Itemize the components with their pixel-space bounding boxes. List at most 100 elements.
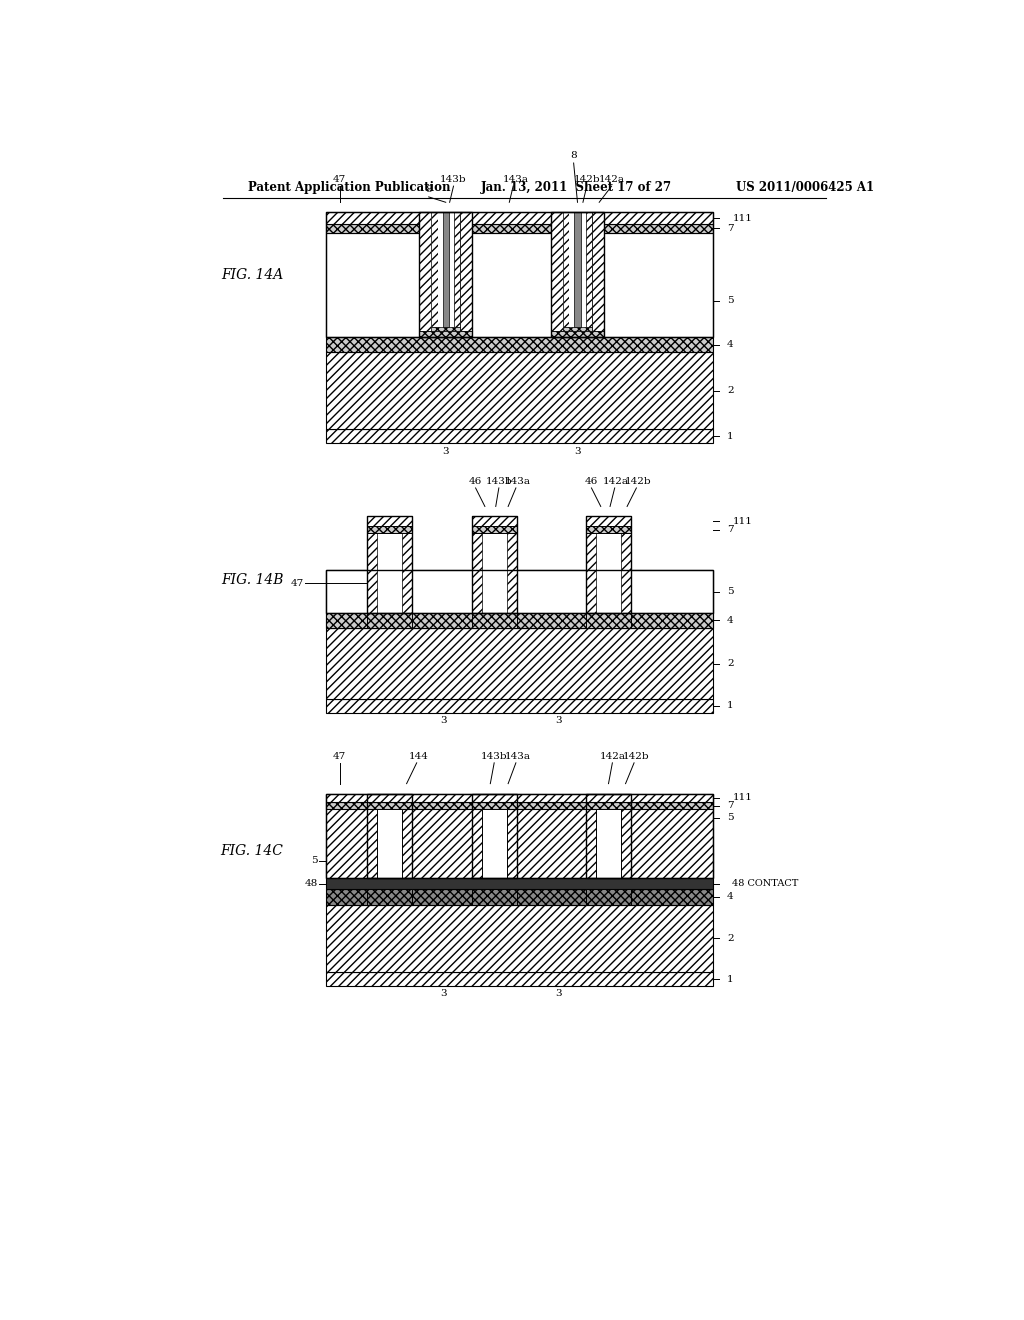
Bar [586, 890, 631, 904]
Bar [592, 213, 604, 331]
Text: 2: 2 [727, 387, 734, 396]
Bar [563, 213, 569, 327]
Text: 5: 5 [311, 857, 317, 866]
Text: 143a: 143a [505, 478, 530, 486]
Bar [367, 516, 412, 612]
Text: 143b: 143b [440, 176, 467, 185]
Bar [326, 213, 713, 224]
Bar [367, 793, 412, 878]
Text: 3: 3 [574, 446, 581, 455]
Bar [326, 570, 713, 612]
Text: 5: 5 [727, 813, 734, 822]
Text: 3: 3 [440, 990, 447, 998]
Text: 143a: 143a [503, 176, 528, 185]
Bar [586, 793, 631, 878]
Text: 3: 3 [555, 715, 561, 725]
Bar [326, 570, 713, 612]
Bar [367, 533, 412, 612]
Bar [569, 213, 574, 327]
Bar [454, 213, 461, 327]
Bar [586, 612, 631, 628]
Text: 8: 8 [425, 185, 432, 194]
Text: 143b: 143b [481, 752, 508, 762]
Text: FIG. 14C: FIG. 14C [220, 845, 284, 858]
Text: 1: 1 [727, 701, 734, 710]
Text: 7: 7 [727, 525, 734, 535]
Text: 142a: 142a [599, 176, 625, 185]
Text: 142a: 142a [599, 752, 626, 762]
Bar [596, 533, 621, 612]
Bar [472, 612, 517, 628]
Text: 5: 5 [727, 296, 734, 305]
Bar [472, 890, 517, 904]
Bar [367, 612, 412, 628]
Bar [326, 352, 713, 429]
Text: 143b: 143b [485, 478, 512, 486]
Text: 4: 4 [727, 341, 734, 350]
Bar [461, 213, 472, 331]
Text: Patent Application Publication: Patent Application Publication [248, 181, 451, 194]
Bar [472, 533, 517, 612]
Bar [472, 525, 517, 533]
Bar [377, 809, 402, 878]
Bar [326, 429, 713, 444]
Bar [574, 213, 581, 327]
Bar [326, 213, 713, 337]
Text: 111: 111 [732, 793, 753, 803]
Text: 48: 48 [304, 879, 317, 888]
Bar [326, 700, 713, 713]
Bar [326, 890, 713, 904]
Text: 143a: 143a [505, 752, 530, 762]
Bar [326, 793, 713, 803]
Text: 7: 7 [727, 224, 734, 232]
Bar [586, 516, 631, 612]
Bar [420, 331, 472, 337]
Bar [586, 213, 592, 327]
Text: 111: 111 [732, 214, 753, 223]
Bar [420, 213, 472, 337]
Text: 142b: 142b [573, 176, 600, 185]
Text: 47: 47 [333, 176, 346, 185]
Bar [326, 337, 713, 352]
Bar [326, 224, 713, 234]
Text: 4: 4 [727, 616, 734, 624]
Text: 46: 46 [469, 478, 482, 486]
Text: 3: 3 [442, 446, 450, 455]
Bar [563, 327, 592, 331]
Bar [326, 803, 713, 809]
Bar [551, 213, 604, 337]
Text: 3: 3 [555, 990, 561, 998]
Bar [326, 570, 713, 628]
Bar [551, 331, 604, 337]
Bar [326, 234, 713, 337]
Text: Jan. 13, 2011  Sheet 17 of 27: Jan. 13, 2011 Sheet 17 of 27 [480, 181, 672, 194]
Bar [472, 516, 517, 612]
Bar [326, 793, 713, 878]
Text: 144: 144 [409, 752, 429, 762]
Text: 4: 4 [727, 892, 734, 902]
Bar [563, 213, 592, 331]
Bar [481, 809, 507, 878]
Bar [367, 890, 412, 904]
Text: US 2011/0006425 A1: US 2011/0006425 A1 [736, 181, 874, 194]
Text: 142b: 142b [625, 478, 651, 486]
Bar [431, 213, 437, 327]
Bar [377, 533, 402, 612]
Bar [472, 516, 517, 525]
Text: 2: 2 [727, 659, 734, 668]
Text: 8: 8 [570, 150, 577, 160]
Text: 111: 111 [732, 516, 753, 525]
Text: 142a: 142a [603, 478, 630, 486]
Text: 48 CONTACT: 48 CONTACT [732, 879, 799, 888]
Text: FIG. 14B: FIG. 14B [221, 573, 284, 587]
Text: FIG. 14A: FIG. 14A [221, 268, 283, 281]
Text: 47: 47 [291, 578, 304, 587]
Bar [431, 213, 461, 331]
Bar [441, 213, 445, 327]
Text: 46: 46 [585, 478, 598, 486]
Bar [326, 878, 713, 890]
Bar [431, 327, 461, 331]
Bar [472, 793, 517, 878]
Bar [586, 533, 631, 612]
Bar [481, 533, 507, 612]
